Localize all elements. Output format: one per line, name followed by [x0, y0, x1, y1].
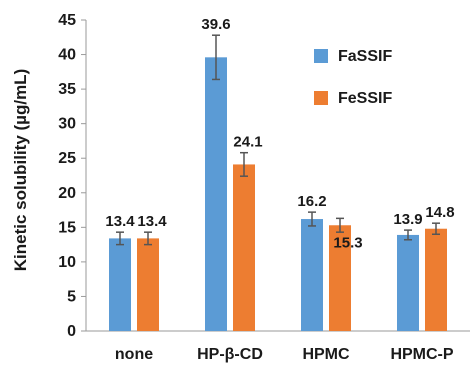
x-category-label: HP-β-CD: [197, 346, 263, 363]
bar-fassif: [109, 238, 131, 331]
y-tick-label: 15: [58, 219, 76, 236]
y-tick-label: 45: [58, 12, 76, 29]
y-tick-label: 20: [58, 185, 76, 202]
x-category-label: HPMC: [302, 346, 350, 363]
axes: 0 5 10 15 20 25 30 35 40 45 none HP-β-CD HPMC HPMC-P: [58, 12, 470, 363]
y-tick-label: 10: [58, 254, 76, 271]
bar-fassif: [205, 57, 227, 331]
bars: 13.4 13.4 39.6 24.1 16.2 15.3 13.9 14.8: [105, 16, 455, 331]
data-label-fessif: 15.3: [333, 234, 362, 251]
bar-fessif: [233, 164, 255, 331]
legend-swatch-fessif: [314, 91, 328, 105]
bar-fessif: [329, 225, 351, 331]
y-tick-label: 35: [58, 81, 76, 98]
x-category-label: none: [115, 346, 153, 363]
y-axis-title-group: Kinetic solubility (µg/mL): [11, 69, 30, 271]
data-label-fessif: 24.1: [233, 134, 262, 151]
y-tick-label: 5: [67, 288, 76, 305]
y-tick-label: 0: [67, 323, 76, 340]
data-label-fassif: 16.2: [297, 193, 326, 210]
y-axis-title: Kinetic solubility (µg/mL): [11, 69, 30, 271]
data-label-fassif: 13.4: [105, 213, 135, 230]
y-tick-label: 30: [58, 116, 76, 133]
legend: FaSSIF FeSSIF: [314, 48, 392, 107]
data-label-fessif: 13.4: [137, 213, 167, 230]
y-tick-label: 25: [58, 150, 76, 167]
bar-fessif: [137, 238, 159, 331]
legend-swatch-fassif: [314, 49, 328, 63]
x-category-label: HPMC-P: [390, 346, 453, 363]
data-label-fessif: 14.8: [425, 204, 454, 221]
legend-label-fassif: FaSSIF: [338, 48, 392, 65]
data-label-fassif: 13.9: [393, 211, 422, 228]
legend-label-fessif: FeSSIF: [338, 90, 392, 107]
bar-fassif: [397, 234, 419, 331]
data-label-fassif: 39.6: [201, 16, 230, 33]
bar-fassif: [301, 219, 323, 331]
bar-fessif: [425, 228, 447, 331]
y-tick-label: 40: [58, 47, 76, 64]
